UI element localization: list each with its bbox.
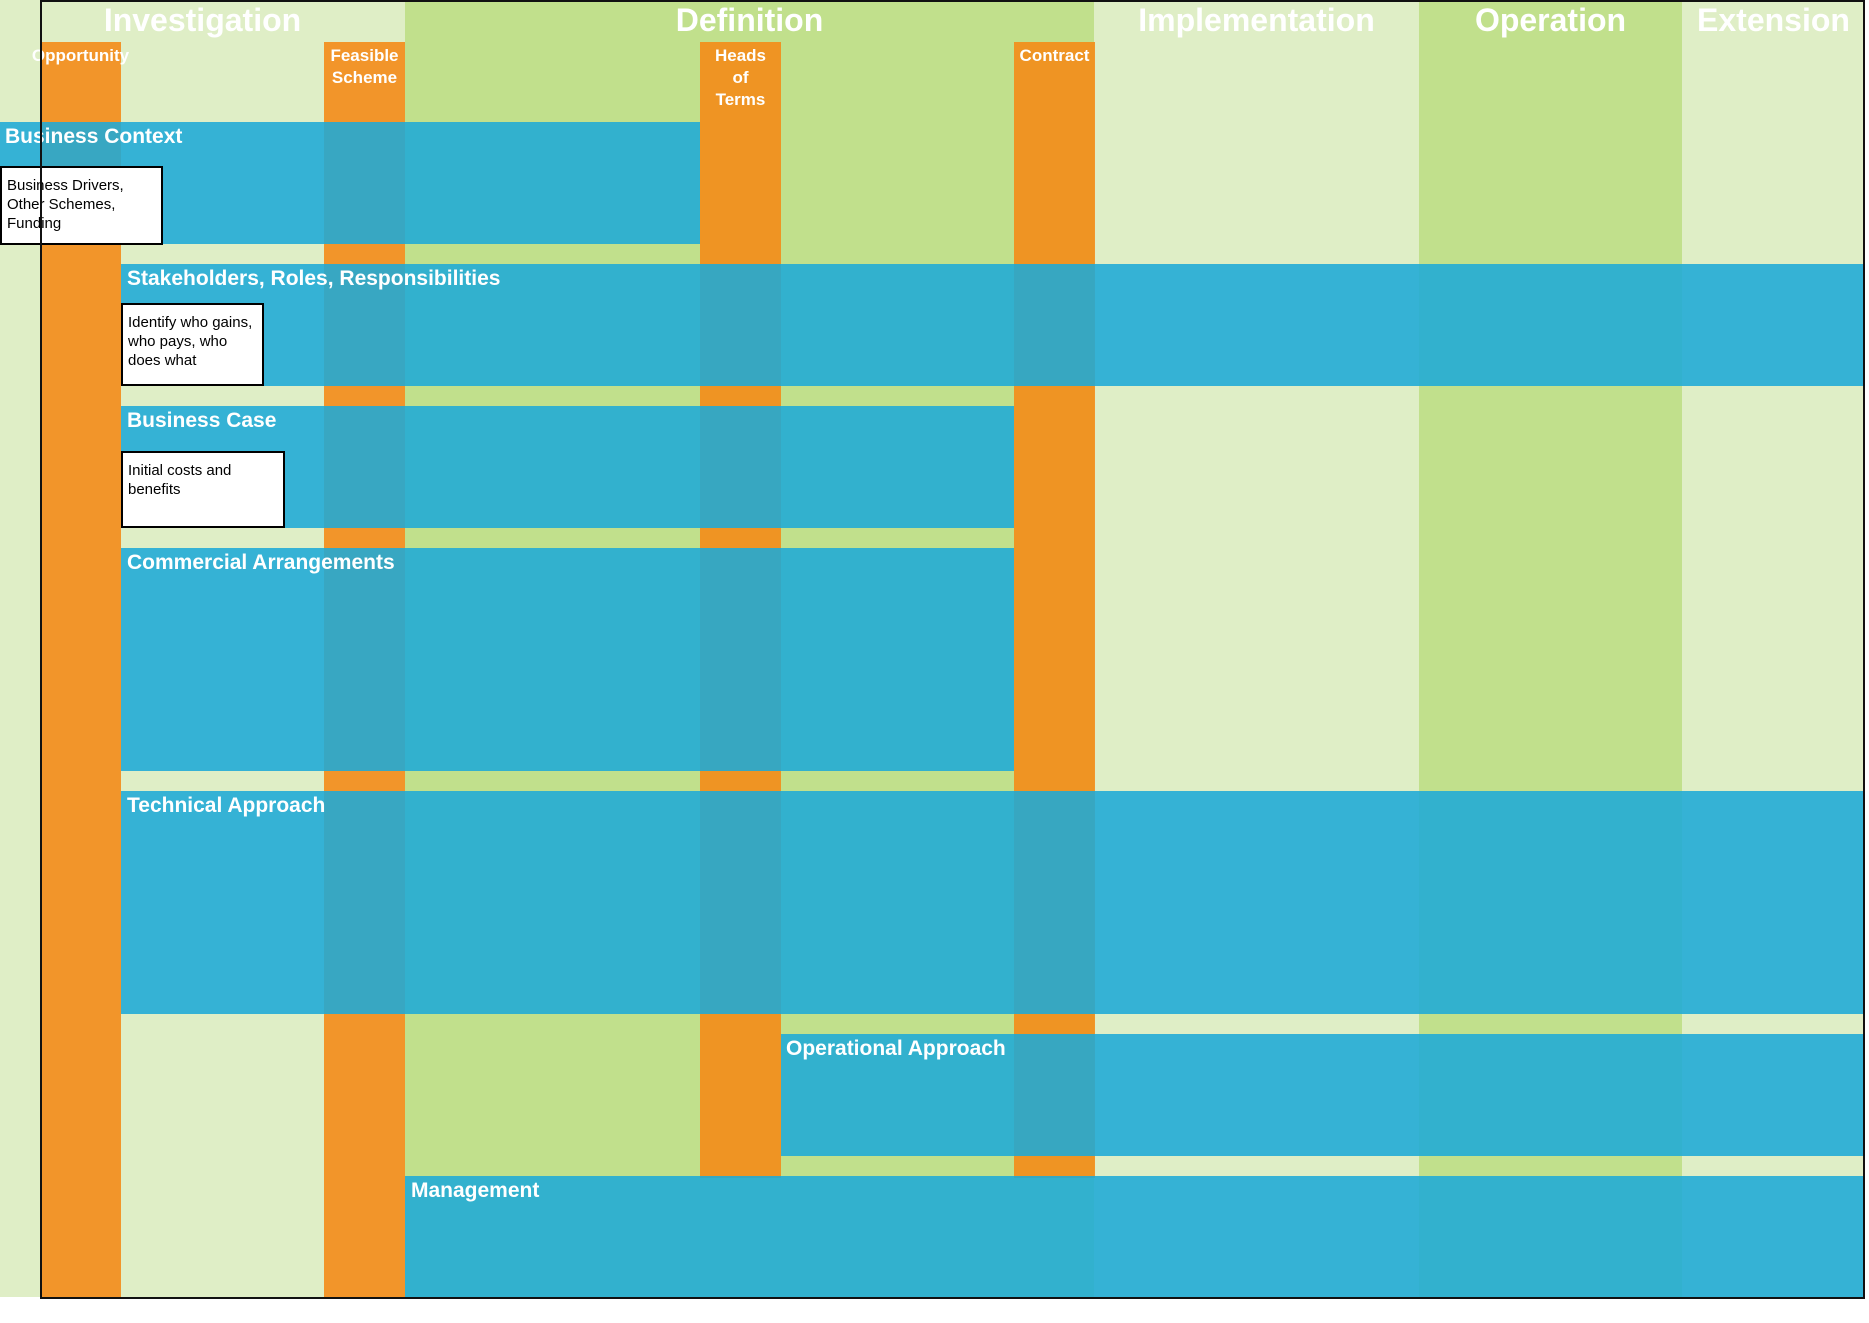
gate-label-opportunity: Opportunity [31, 46, 130, 65]
gate-label-feasible-scheme: Feasible Scheme [330, 46, 399, 87]
band-title-business-case: Business Case [127, 409, 277, 432]
phase-title-investigation: Investigation [103, 2, 302, 38]
phase-title-extension: Extension [1697, 2, 1850, 38]
band-operational-approach [781, 1034, 1865, 1156]
gate-label-heads-of-terms: Heads of Terms [714, 46, 767, 109]
band-title-operational-approach: Operational Approach [786, 1037, 1006, 1060]
band-management [405, 1176, 1865, 1297]
diagram-frame [40, 0, 1865, 1299]
gate-column-opportunity [40, 42, 121, 1297]
gate-label-contract: Contract [1019, 46, 1090, 65]
band-stakeholders [121, 264, 1865, 386]
band-commercial-arrangements [121, 548, 1014, 771]
band-title-management: Management [411, 1179, 540, 1202]
note-business-drivers: Business Drivers, Other Schemes, Funding [0, 166, 163, 245]
note-initial-costs: Initial costs and benefits [121, 451, 285, 528]
phase-title-implementation: Implementation [1138, 2, 1375, 38]
band-title-business-context: Business Context [5, 125, 183, 148]
band-title-commercial-arrangements: Commercial Arrangements [127, 551, 395, 574]
band-title-technical-approach: Technical Approach [127, 794, 326, 817]
note-who-gains-who-pays: Identify who gains, who pays, who does w… [121, 303, 264, 386]
band-technical-approach [121, 791, 1865, 1014]
phase-title-operation: Operation [1474, 2, 1627, 38]
band-title-stakeholders: Stakeholders, Roles, Responsibilities [127, 267, 501, 290]
phase-title-definition: Definition [675, 2, 824, 38]
